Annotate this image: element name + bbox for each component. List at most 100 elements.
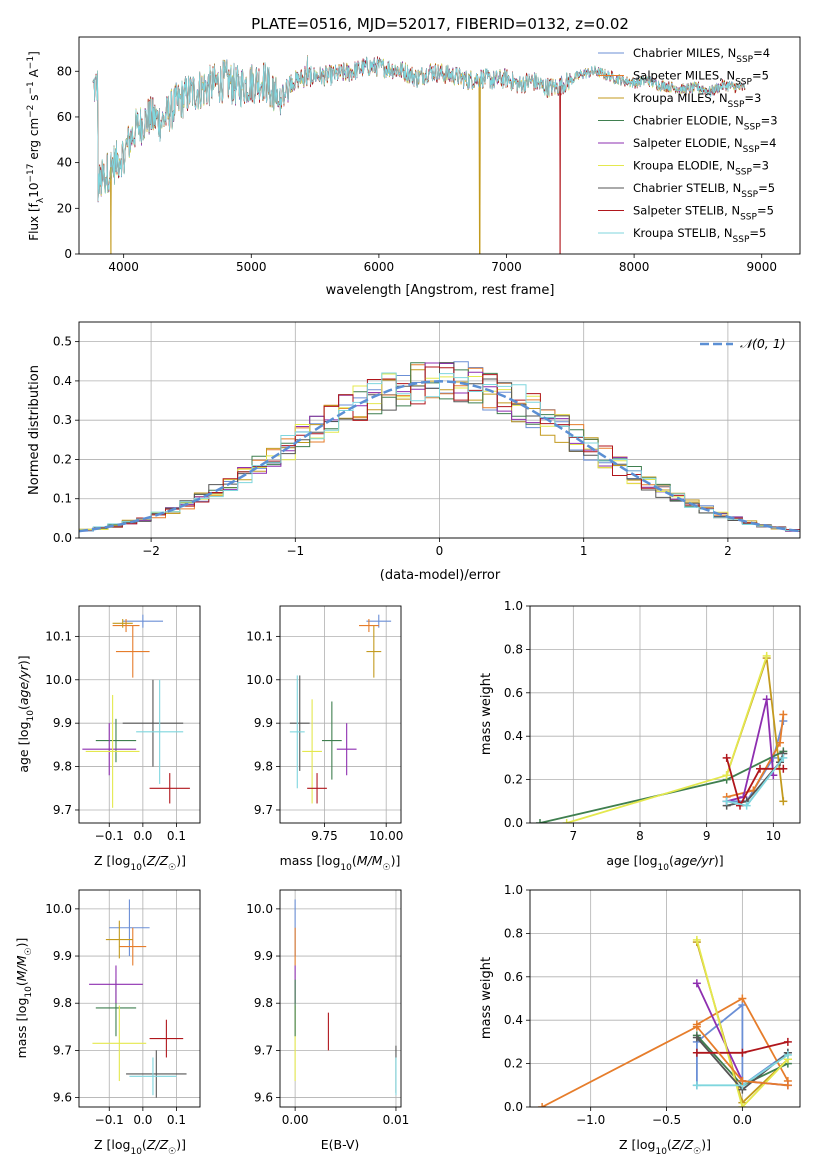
x-tick-label: −1 [286,544,304,558]
x-tick-label: 0.1 [167,1113,186,1127]
plot-area [294,899,397,1096]
y-axis-label: mass [log10(M/M☉)] [14,938,34,1059]
y-tick-label: 9.7 [254,1043,273,1057]
x-axis-label: age [log10(age/yr)] [606,853,723,873]
histogram-series [79,372,800,538]
legend-entry: Chabrier ELODIE, NSSP=3 [633,114,778,133]
y-axis-label: age [log10(age/yr)] [16,655,36,772]
panel-mass-weight-vs-Z: −1.0 −0.5 0.0 0.0 0.2 0.4 0.6 0.8 1.0 Z [log10(Z/… [479,883,801,1157]
legend-entry: Kroupa STELIB, NSSP=5 [633,226,766,245]
y-tick-label: 0.0 [504,816,523,830]
panel-mass-vs-ebv: 0.00 0.01 9.6 9.7 9.8 9.9 10.0 E(B-V) [246,889,410,1152]
x-tick-label: 9 [703,829,711,843]
y-tick-label: 0.6 [504,970,523,984]
axes-frame [529,889,801,1108]
legend-entry: Kroupa MILES, NSSP=3 [633,91,761,110]
x-tick-label: −0.1 [95,1113,124,1127]
series-line [696,939,789,1107]
x-tick-label: 10.00 [369,829,403,843]
y-tick-label: 0.4 [504,1013,523,1027]
y-tick-label: 1.0 [504,883,523,897]
plot-area [536,651,788,823]
y-tick-label: 9.7 [53,803,72,817]
panel-mass-vs-Z: −0.1 0.0 0.1 9.6 9.7 9.8 9.9 10.0 Z [log10(Z/Z☉)… [14,889,201,1157]
legend-entry: Chabrier MILES, NSSP=4 [633,46,770,65]
x-tick-label: 0.0 [133,1113,152,1127]
plot-area [538,935,792,1107]
series-line [726,699,775,803]
x-axis-label: Z [log10(Z/Z☉)] [619,1137,711,1157]
y-tick-label: 10.0 [246,673,273,687]
series-line [725,757,784,808]
x-tick-label: 0.00 [282,1113,309,1127]
spectrum-line [92,56,746,202]
y-tick-label: 0.5 [53,335,72,349]
panel-residuals: −2 −1 0 1 2 0.0 0.1 0.2 0.3 0.4 0.5 (data-model)/er… [27,321,801,583]
legend: Chabrier MILES, NSSP=4 Salpeter MILES, NS… [598,46,778,245]
legend-entry: 𝒩(0, 1) [740,336,786,351]
series-line [539,750,784,823]
y-tick-label: 9.8 [53,996,72,1010]
y-axis-label: Normed distribution [27,365,42,495]
x-tick-label: 0 [436,544,444,558]
y-tick-label: 9.6 [53,1091,72,1105]
x-tick-label: 5000 [236,260,267,274]
x-tick-label: 4000 [108,260,139,274]
axes-frame [279,889,402,1108]
legend: 𝒩(0, 1) [700,336,786,351]
x-axis-label: E(B-V) [321,1137,360,1152]
y-axis-label: mass weight [479,673,494,755]
legend-entry: Chabrier STELIB, NSSP=5 [633,181,775,200]
plot-area [79,361,800,538]
x-tick-label: 7000 [491,260,522,274]
axes-frame [78,889,201,1108]
x-axis-label: wavelength [Angstrom, rest frame] [326,283,555,298]
x-tick-label: −2 [142,544,160,558]
figure-title: PLATE=0516, MJD=52017, FIBERID=0132, z=0… [251,15,629,33]
x-tick-label: 8000 [619,260,650,274]
x-tick-label: 0.01 [383,1113,410,1127]
y-tick-label: 0.8 [504,642,523,656]
y-tick-label: 80 [57,64,72,78]
series-line [726,714,785,798]
x-tick-label: 6000 [364,260,395,274]
y-tick-label: 40 [57,156,72,170]
y-tick-label: 0.3 [53,413,72,427]
y-tick-label: 0.8 [504,926,523,940]
x-axis-label: Z [log10(Z/Z☉)] [94,853,186,873]
x-tick-label: 9.75 [311,829,338,843]
x-tick-label: −0.1 [95,829,124,843]
axes-frame [279,605,402,824]
y-tick-label: 9.9 [53,716,72,730]
x-tick-label: 2 [724,544,732,558]
axes-frame [529,605,801,824]
y-tick-label: 0 [64,247,72,261]
x-tick-label: 0.1 [167,829,186,843]
panel-mass-weight-vs-age: 7 8 9 10 0.0 0.2 0.4 0.6 0.8 1.0 age [log10(age/yr… [479,599,801,873]
y-tick-label: 0.2 [53,452,72,466]
y-tick-label: 0.4 [504,729,523,743]
x-tick-label: 7 [570,829,578,843]
y-tick-label: 10.0 [246,902,273,916]
x-axis-label: mass [log10(M/M☉)] [280,853,401,873]
x-tick-label: 0.0 [733,1113,752,1127]
legend-entry: Kroupa ELODIE, NSSP=3 [633,159,769,178]
y-tick-label: 0.0 [504,1100,523,1114]
panel-age-vs-mass: 9.75 10.00 9.7 9.8 9.9 10.0 10.1 mass [log10(M/… [246,605,403,873]
y-tick-label: 1.0 [504,599,523,613]
y-tick-label: 9.8 [254,760,273,774]
y-tick-label: 0.1 [53,492,72,506]
plot-area [289,614,392,804]
axes-frame [78,36,801,255]
plot-area [89,899,187,1098]
y-tick-label: 9.8 [53,760,72,774]
x-tick-label: 10 [766,829,781,843]
axes-frame [78,321,801,539]
y-axis-label: mass weight [479,957,494,1039]
x-axis-label: Z [log10(Z/Z☉)] [94,1137,186,1157]
plot-area [82,614,190,808]
y-tick-label: 20 [57,201,72,215]
x-tick-label: 1 [580,544,588,558]
y-tick-label: 0.0 [53,531,72,545]
